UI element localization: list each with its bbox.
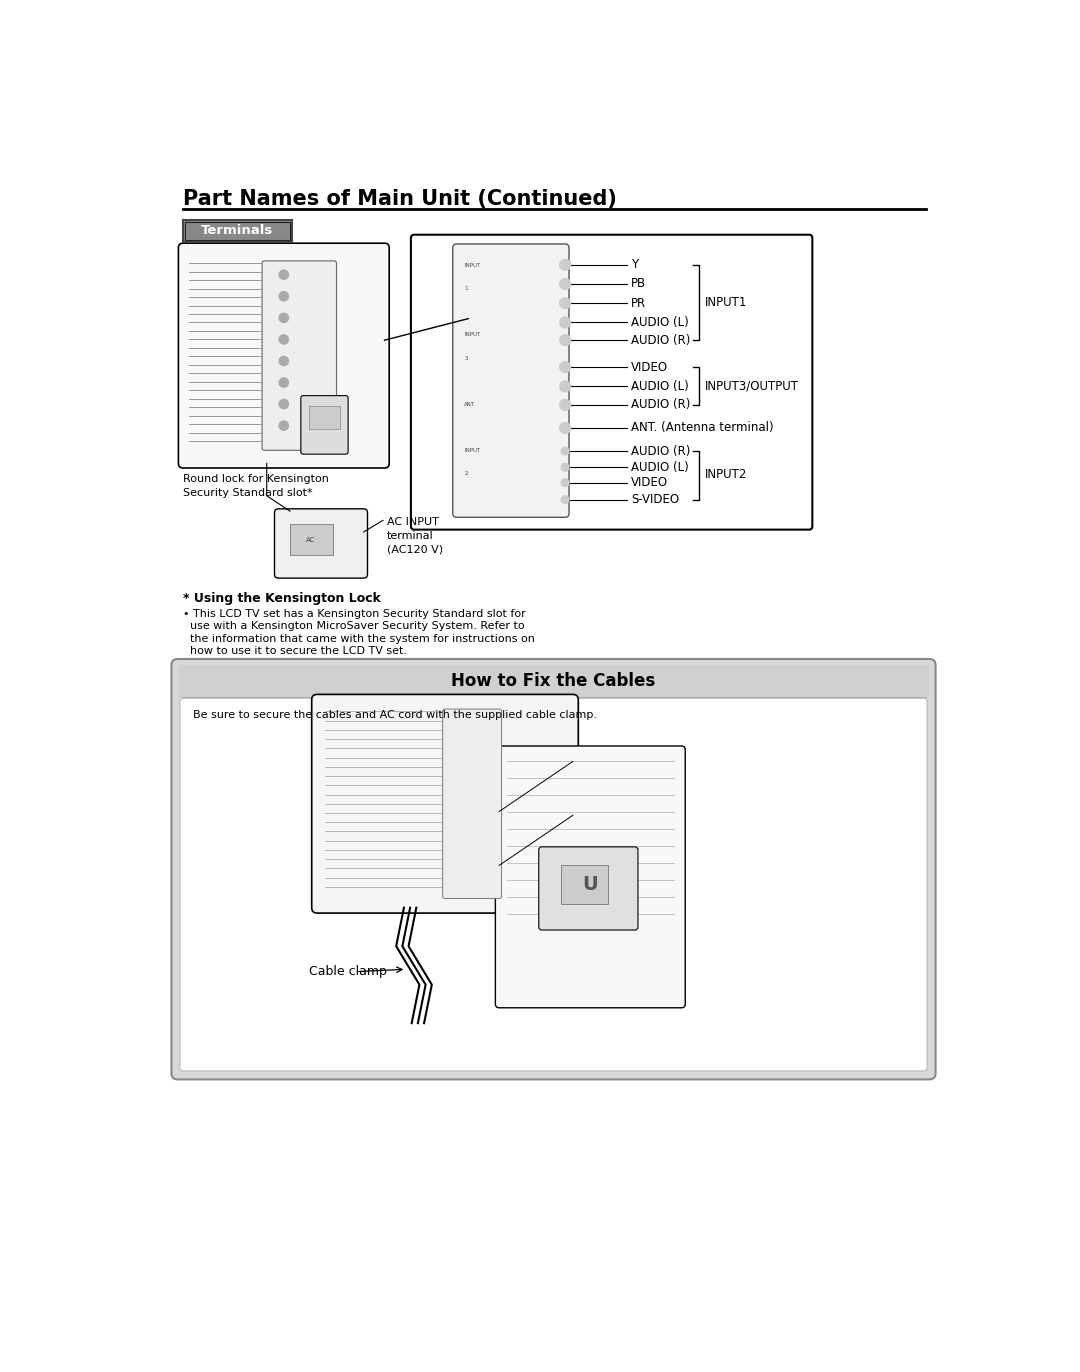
Text: Round lock for Kensington
Security Standard slot*: Round lock for Kensington Security Stand… — [183, 475, 329, 498]
Circle shape — [559, 362, 570, 373]
Circle shape — [279, 270, 288, 280]
Circle shape — [562, 464, 569, 471]
Text: U: U — [582, 875, 598, 895]
Text: INPUT1: INPUT1 — [704, 296, 747, 309]
FancyBboxPatch shape — [262, 261, 337, 450]
Text: AC INPUT
terminal
(AC120 V): AC INPUT terminal (AC120 V) — [387, 516, 443, 554]
Text: 1: 1 — [464, 287, 468, 291]
Circle shape — [559, 298, 570, 309]
Bar — [185, 222, 291, 240]
Circle shape — [562, 447, 569, 456]
Text: 3: 3 — [464, 355, 468, 361]
Text: AUDIO (R): AUDIO (R) — [631, 398, 690, 412]
FancyBboxPatch shape — [312, 694, 578, 914]
Text: VIDEO: VIDEO — [631, 361, 669, 373]
Text: Y: Y — [631, 258, 638, 272]
Text: AC: AC — [307, 536, 315, 543]
Text: AUDIO (R): AUDIO (R) — [631, 333, 690, 347]
Circle shape — [279, 377, 288, 387]
Circle shape — [559, 279, 570, 289]
Text: ANT. (Antenna terminal): ANT. (Antenna terminal) — [631, 421, 773, 435]
FancyBboxPatch shape — [172, 659, 935, 1080]
Bar — [562, 866, 608, 904]
Text: PR: PR — [631, 296, 646, 310]
Text: AUDIO (L): AUDIO (L) — [631, 461, 689, 473]
Circle shape — [562, 479, 569, 487]
Circle shape — [279, 421, 288, 431]
Circle shape — [279, 313, 288, 322]
Circle shape — [559, 259, 570, 270]
FancyBboxPatch shape — [496, 746, 685, 1008]
FancyBboxPatch shape — [178, 243, 389, 468]
Bar — [177, 665, 930, 697]
Circle shape — [559, 317, 570, 328]
Text: • This LCD TV set has a Kensington Security Standard slot for: • This LCD TV set has a Kensington Secur… — [183, 609, 526, 619]
Text: how to use it to secure the LCD TV set.: how to use it to secure the LCD TV set. — [183, 646, 407, 656]
FancyBboxPatch shape — [410, 235, 812, 530]
Text: INPUT2: INPUT2 — [704, 468, 747, 482]
Circle shape — [279, 399, 288, 409]
Text: How to Fix the Cables: How to Fix the Cables — [451, 672, 656, 690]
Text: INPUT: INPUT — [464, 332, 481, 338]
Text: INPUT: INPUT — [464, 449, 481, 453]
Text: INPUT: INPUT — [464, 263, 481, 268]
Circle shape — [559, 423, 570, 434]
Circle shape — [562, 495, 569, 504]
FancyBboxPatch shape — [453, 244, 569, 517]
Text: Terminals: Terminals — [201, 225, 273, 237]
FancyBboxPatch shape — [539, 847, 638, 930]
Circle shape — [279, 292, 288, 300]
Circle shape — [279, 335, 288, 344]
Text: ANT: ANT — [464, 402, 475, 407]
Circle shape — [559, 399, 570, 410]
FancyBboxPatch shape — [180, 698, 927, 1072]
Text: AUDIO (R): AUDIO (R) — [631, 445, 690, 458]
Text: PB: PB — [631, 277, 646, 291]
Circle shape — [279, 357, 288, 365]
Text: INPUT3/OUTPUT: INPUT3/OUTPUT — [704, 379, 798, 392]
Text: S-VIDEO: S-VIDEO — [631, 493, 679, 506]
FancyBboxPatch shape — [443, 709, 501, 899]
Text: 2: 2 — [464, 471, 468, 476]
Text: the information that came with the system for instructions on: the information that came with the syste… — [183, 634, 535, 643]
Text: VIDEO: VIDEO — [631, 476, 669, 490]
Circle shape — [559, 381, 570, 392]
Text: * Using the Kensington Lock: * Using the Kensington Lock — [183, 591, 381, 605]
Circle shape — [559, 335, 570, 346]
Text: use with a Kensington MicroSaver Security System. Refer to: use with a Kensington MicroSaver Securit… — [183, 622, 525, 631]
Text: AUDIO (L): AUDIO (L) — [631, 380, 689, 392]
Text: Part Names of Main Unit (Continued): Part Names of Main Unit (Continued) — [183, 189, 617, 210]
Text: AUDIO (L): AUDIO (L) — [631, 316, 689, 329]
FancyBboxPatch shape — [301, 395, 348, 454]
Text: Be sure to secure the cables and AC cord with the supplied cable clamp.: Be sure to secure the cables and AC cord… — [193, 709, 597, 720]
Text: Cable clamp: Cable clamp — [309, 966, 388, 978]
FancyBboxPatch shape — [274, 509, 367, 578]
Bar — [183, 220, 292, 241]
Bar — [309, 406, 339, 429]
Bar — [291, 524, 333, 556]
